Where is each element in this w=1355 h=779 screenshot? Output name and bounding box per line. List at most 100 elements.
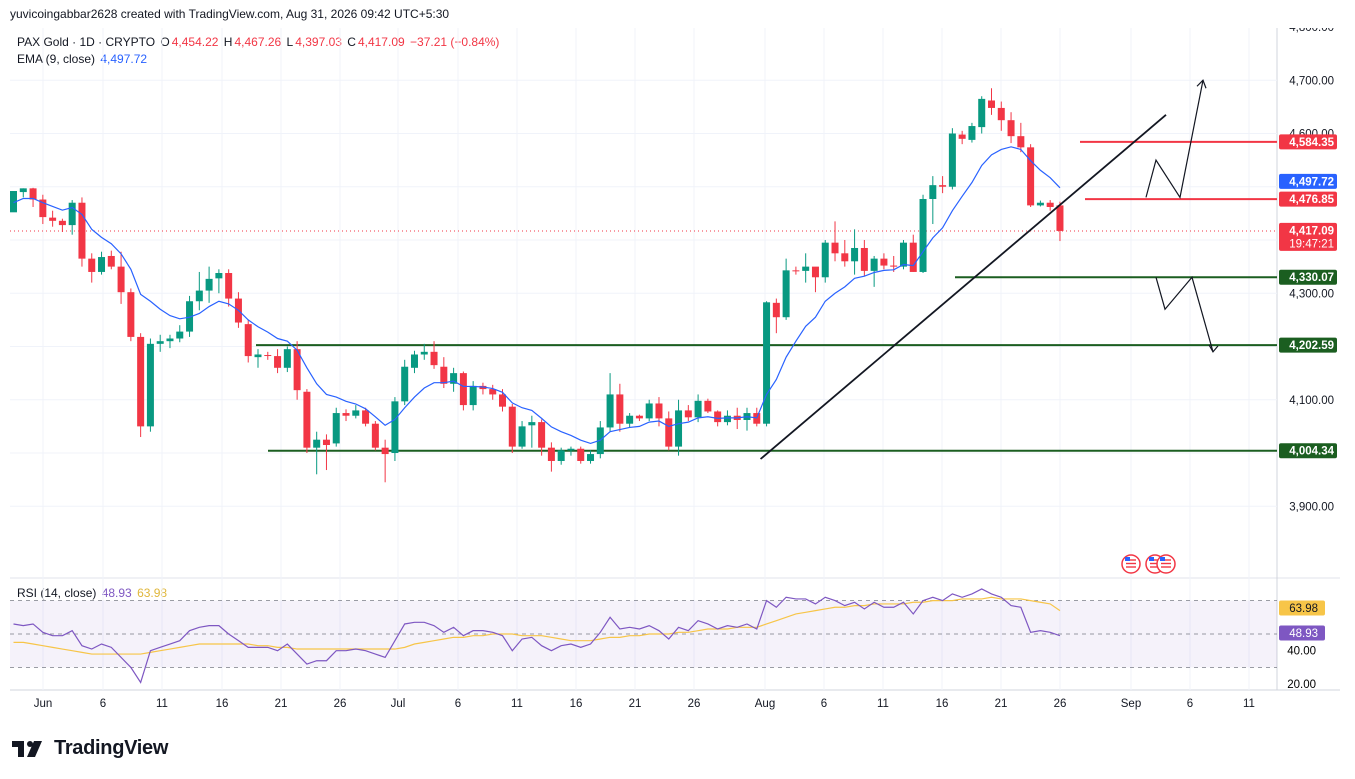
candle-up[interactable] [254,354,262,358]
candle-up[interactable] [929,185,937,199]
candle-down[interactable] [1007,120,1015,137]
candle-up[interactable] [283,349,291,368]
candle-down[interactable] [88,258,96,272]
candle-down[interactable] [58,220,66,226]
candle-down[interactable] [1056,205,1064,231]
candle-up[interactable] [391,401,399,453]
candle-up[interactable] [68,202,76,226]
candle-down[interactable] [684,410,692,418]
candle-up[interactable] [968,126,976,140]
resistance-upper-label[interactable] [1279,134,1337,150]
candle-up[interactable] [723,415,731,423]
candle-up[interactable] [899,242,907,267]
candle-up[interactable] [518,426,526,447]
candle-down[interactable] [665,418,673,447]
candle-up[interactable] [410,354,418,368]
candle-up[interactable] [205,278,213,291]
candle-down[interactable] [988,100,995,108]
candle-up[interactable] [166,338,174,342]
candle-down[interactable] [547,447,555,461]
candle-up[interactable] [450,373,458,384]
candle-down[interactable] [499,394,506,407]
candle-down[interactable] [381,447,389,455]
candle-down[interactable] [772,302,780,318]
candle-up[interactable] [528,422,536,426]
price-chart[interactable]: Jun 6 11 16 21 26 Jul 6 11 16 21 26 Aug 6 11 16 21 26 Sep 6… [0,28,1355,728]
resistance-lower-label[interactable] [1279,191,1337,207]
candle-down[interactable] [880,258,888,266]
candle-down[interactable] [264,355,272,357]
candle-down[interactable] [430,351,438,366]
candle-down[interactable] [538,422,546,448]
candle-up[interactable] [19,188,27,193]
ema-label[interactable]: EMA (9, close) [17,52,96,66]
candle-down[interactable] [792,270,800,272]
candle-down[interactable] [39,199,47,218]
candle-up[interactable] [352,410,360,416]
candle-up[interactable] [469,385,477,406]
candle-up[interactable] [948,133,956,187]
candle-down[interactable] [293,349,301,391]
candle-up[interactable] [626,415,634,424]
candle-down[interactable] [303,391,311,448]
candle-up[interactable] [313,439,321,448]
candle-up[interactable] [870,258,878,271]
support-middle-label[interactable] [1279,337,1337,353]
candle-down[interactable] [440,366,448,384]
candle-up[interactable] [821,242,829,278]
symbol-name[interactable]: PAX Gold · 1D · CRYPTO [17,35,156,49]
candle-up[interactable] [332,413,340,444]
candle-down[interactable] [78,202,86,259]
candle-up[interactable] [557,450,565,461]
candle-up[interactable] [851,247,859,262]
candle-up[interactable] [156,341,164,344]
candle-down[interactable] [489,389,497,395]
candle-up[interactable] [195,290,203,302]
projection-up-arrow[interactable] [1145,80,1204,199]
candle-down[interactable] [371,423,379,448]
candle-down[interactable] [322,439,330,446]
ema-current-label[interactable] [1279,173,1337,189]
candle-down[interactable] [635,415,643,419]
rsi-current-label[interactable] [1279,625,1325,641]
symbol-legend[interactable]: PAX Gold · 1D · CRYPTO O 4,454.22 H 4,467.… [17,35,501,49]
candle-down[interactable] [831,242,839,254]
support-upper-label[interactable] [1279,269,1337,285]
candle-down[interactable] [939,185,947,187]
candle-down[interactable] [714,411,722,423]
projection-down-arrow[interactable] [1155,276,1214,352]
candle-down[interactable] [1027,147,1035,206]
rsi-legend[interactable]: RSI (14, close) 48.93 63.98 [17,586,169,600]
candle-up[interactable] [10,191,17,213]
candle-down[interactable] [117,266,125,293]
candle-down[interactable] [508,406,516,447]
rsi-ma-current-label[interactable] [1279,600,1325,616]
candle-up[interactable] [782,270,790,318]
candle-down[interactable] [577,448,585,461]
candle-down[interactable] [704,400,712,412]
candle-down[interactable] [860,247,868,271]
candle-up[interactable] [645,403,653,419]
candle-down[interactable] [616,394,624,424]
candle-up[interactable] [98,257,106,272]
ema-legend[interactable]: EMA (9, close) 4,497.72 [17,52,149,66]
candle-down[interactable] [274,356,282,368]
candle-down[interactable] [127,292,135,337]
candle-up[interactable] [587,454,595,461]
candle-down[interactable] [997,107,1005,121]
candle-down[interactable] [342,413,350,416]
last-price-label[interactable] [1279,222,1337,251]
rsi-line[interactable] [13,588,1061,684]
candle-up[interactable] [675,410,683,447]
candle-down[interactable] [362,410,370,424]
candle-down[interactable] [244,324,252,357]
candle-up[interactable] [146,343,154,427]
support-lower-label[interactable] [1279,443,1337,459]
candle-down[interactable] [655,403,663,419]
candle-up[interactable] [694,400,702,418]
candle-down[interactable] [890,265,898,267]
candle-up[interactable] [186,301,194,332]
candle-down[interactable] [107,255,115,267]
candle-down[interactable] [909,242,917,272]
candle-up[interactable] [919,198,927,272]
